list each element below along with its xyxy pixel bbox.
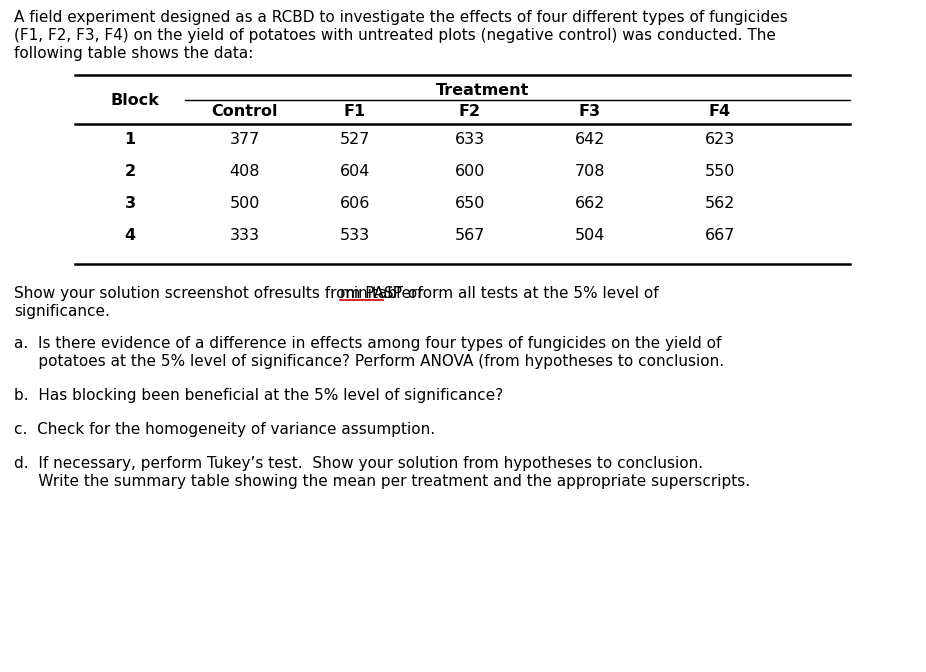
- Text: F1: F1: [344, 104, 366, 119]
- Text: following table shows the data:: following table shows the data:: [14, 46, 254, 61]
- Text: Write the summary table showing the mean per treatment and the appropriate super: Write the summary table showing the mean…: [14, 474, 750, 489]
- Text: 662: 662: [575, 196, 606, 211]
- Text: 527: 527: [340, 132, 370, 147]
- Text: . Perform all tests at the 5% level of: . Perform all tests at the 5% level of: [383, 286, 658, 301]
- Text: 667: 667: [705, 228, 735, 243]
- Text: F4: F4: [709, 104, 731, 119]
- Text: 623: 623: [705, 132, 735, 147]
- Text: 1: 1: [124, 132, 135, 147]
- Text: 633: 633: [455, 132, 485, 147]
- Text: Show your solution screenshot ofresults from PAST or: Show your solution screenshot ofresults …: [14, 286, 429, 301]
- Text: 504: 504: [575, 228, 606, 243]
- Text: 333: 333: [230, 228, 260, 243]
- Text: Control: Control: [212, 104, 278, 119]
- Text: 567: 567: [455, 228, 485, 243]
- Text: 562: 562: [705, 196, 735, 211]
- Text: Treatment: Treatment: [436, 83, 529, 98]
- Text: 2: 2: [124, 164, 135, 179]
- Text: a.  Is there evidence of a difference in effects among four types of fungicides : a. Is there evidence of a difference in …: [14, 336, 721, 351]
- Text: 642: 642: [575, 132, 606, 147]
- Text: 377: 377: [230, 132, 260, 147]
- Text: 600: 600: [455, 164, 485, 179]
- Text: 606: 606: [340, 196, 370, 211]
- Text: 408: 408: [230, 164, 260, 179]
- Text: F3: F3: [579, 104, 601, 119]
- Text: b.  Has blocking been beneficial at the 5% level of significance?: b. Has blocking been beneficial at the 5…: [14, 388, 503, 403]
- Text: (F1, F2, F3, F4) on the yield of potatoes with untreated plots (negative control: (F1, F2, F3, F4) on the yield of potatoe…: [14, 28, 776, 43]
- Text: 650: 650: [455, 196, 485, 211]
- Text: A field experiment designed as a RCBD to investigate the effects of four differe: A field experiment designed as a RCBD to…: [14, 10, 788, 25]
- Text: 533: 533: [340, 228, 370, 243]
- Text: 550: 550: [705, 164, 735, 179]
- Text: 604: 604: [340, 164, 370, 179]
- Text: Block: Block: [110, 93, 159, 108]
- Text: 500: 500: [230, 196, 260, 211]
- Text: minitab: minitab: [340, 286, 398, 301]
- Text: 708: 708: [575, 164, 606, 179]
- Text: c.  Check for the homogeneity of variance assumption.: c. Check for the homogeneity of variance…: [14, 422, 435, 437]
- Text: d.  If necessary, perform Tukey’s test.  Show your solution from hypotheses to c: d. If necessary, perform Tukey’s test. S…: [14, 456, 703, 471]
- Text: 3: 3: [124, 196, 135, 211]
- Text: significance.: significance.: [14, 304, 110, 319]
- Text: potatoes at the 5% level of significance? Perform ANOVA (from hypotheses to conc: potatoes at the 5% level of significance…: [14, 354, 724, 369]
- Text: F2: F2: [459, 104, 482, 119]
- Text: 4: 4: [124, 228, 135, 243]
